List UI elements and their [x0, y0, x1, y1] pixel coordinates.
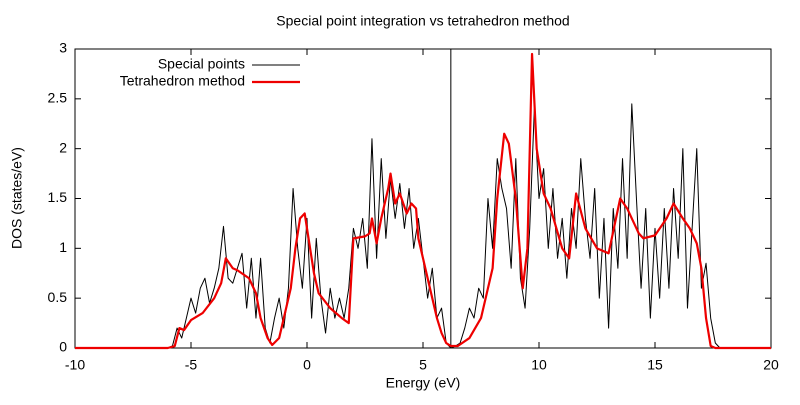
y-axis-label: DOS (states/eV)	[9, 147, 25, 249]
x-axis-label: Energy (eV)	[386, 375, 461, 391]
y-tick-label: 3	[59, 40, 67, 56]
legend-label: Tetrahedron method	[120, 73, 245, 89]
y-tick-label: 2	[59, 139, 67, 155]
x-tick-label: -5	[185, 357, 198, 373]
y-tick-label: 1.5	[48, 189, 68, 205]
y-tick-label: 0	[59, 339, 67, 355]
x-tick-label: -10	[65, 357, 85, 373]
y-tick-label: 1	[59, 239, 67, 255]
x-tick-label: 15	[647, 357, 663, 373]
series-line	[75, 103, 771, 349]
y-tick-label: 2.5	[48, 90, 68, 106]
x-tick-label: 20	[763, 357, 779, 373]
x-tick-label: 5	[419, 357, 427, 373]
chart-title: Special point integration vs tetrahedron…	[276, 13, 569, 29]
x-tick-label: 10	[531, 357, 547, 373]
x-tick-label: 0	[303, 357, 311, 373]
legend-label: Special points	[158, 56, 245, 72]
series-line	[75, 52, 771, 350]
plot-frame	[74, 48, 772, 349]
y-tick-label: 0.5	[48, 289, 68, 305]
